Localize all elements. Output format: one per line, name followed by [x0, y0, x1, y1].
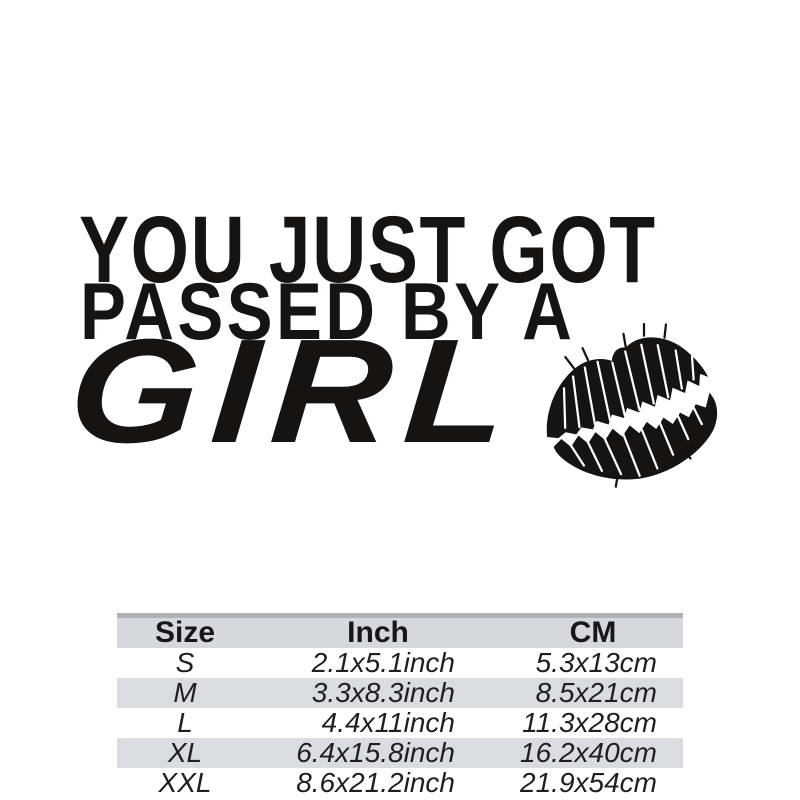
cell-size: XL — [167, 737, 203, 768]
cell-inch: 8.6x21.2inch — [296, 767, 455, 798]
cell-cm: 16.2x40cm — [520, 737, 657, 768]
decal-headline-line3: GIRL — [63, 309, 527, 474]
cell-inch: 4.4x11inch — [321, 707, 455, 738]
size-chart-row: L 4.4x11inch 11.3x28cm — [117, 708, 683, 738]
column-header-cm: CM — [569, 616, 617, 649]
column-header-size: Size — [154, 616, 216, 649]
size-chart-row: XXL 8.6x21.2inch 21.9x54cm — [117, 768, 683, 798]
cell-cm: 8.5x21cm — [535, 677, 657, 708]
cell-cm: 21.9x54cm — [520, 767, 657, 798]
size-chart-row: S 2.1x5.1inch 5.3x13cm — [117, 648, 683, 678]
size-chart-row: XL 6.4x15.8inch 16.2x40cm — [117, 738, 683, 768]
size-chart-row: M 3.3x8.3inch 8.5x21cm — [117, 678, 683, 708]
cell-size: S — [175, 647, 195, 678]
decal-headline-line2: PASSED BY A — [80, 267, 576, 357]
column-header-inch: Inch — [347, 616, 409, 649]
kiss-lips-icon — [546, 322, 718, 488]
size-chart-table: Size Inch CM S 2.1x5.1inch 5.3x13cm M 3.… — [117, 613, 683, 798]
cell-cm: 11.3x28cm — [522, 707, 657, 738]
cell-size: M — [173, 677, 197, 708]
decal-headline-line1: YOU JUST GOT — [79, 197, 657, 303]
cell-inch: 3.3x8.3inch — [311, 677, 455, 708]
cell-size: L — [177, 707, 193, 738]
size-chart-header-row: Size Inch CM — [117, 615, 683, 649]
cell-cm: 5.3x13cm — [535, 647, 657, 678]
cell-inch: 6.4x15.8inch — [296, 737, 455, 768]
cell-inch: 2.1x5.1inch — [311, 647, 455, 678]
cell-size: XXL — [158, 767, 212, 798]
